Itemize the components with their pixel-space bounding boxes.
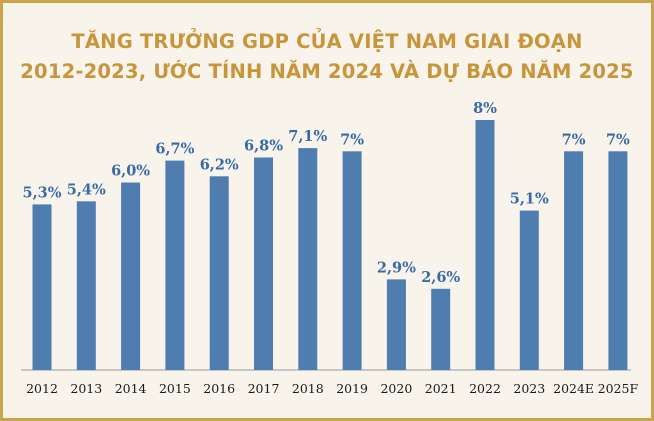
data-label-2017: 6,8% bbox=[244, 138, 283, 155]
bar-2022 bbox=[475, 120, 495, 370]
x-tick-label-2023: 2023 bbox=[513, 381, 545, 396]
x-tick-label-2020: 2020 bbox=[380, 381, 412, 396]
x-tick-label-2017: 2017 bbox=[248, 381, 280, 396]
data-label-2020: 2,9% bbox=[377, 259, 416, 276]
data-label-2018: 7,1% bbox=[288, 128, 327, 145]
data-label-2023: 5,1% bbox=[510, 191, 549, 208]
bar-2023 bbox=[519, 210, 539, 370]
x-tick-label-2015: 2015 bbox=[159, 381, 191, 396]
data-label-2012: 5,3% bbox=[22, 184, 61, 201]
x-tick-label-2014: 2014 bbox=[115, 381, 147, 396]
bar-2018 bbox=[298, 148, 318, 370]
x-tick-label-2025F: 2025F bbox=[598, 381, 639, 396]
bar-2017 bbox=[254, 157, 273, 370]
chart-title-line-2: 2012-2023, ƯỚC TÍNH NĂM 2024 VÀ DỰ BÁO N… bbox=[20, 60, 634, 83]
bar-2024E bbox=[564, 151, 584, 371]
x-tick-label-2013: 2013 bbox=[70, 381, 102, 396]
bar-2014 bbox=[121, 182, 141, 370]
data-label-2016: 6,2% bbox=[200, 156, 239, 173]
bar-2025F bbox=[608, 151, 628, 371]
x-tick-label-2018: 2018 bbox=[292, 381, 324, 396]
data-label-2014: 6,0% bbox=[111, 163, 150, 180]
x-tick-label-2021: 2021 bbox=[425, 381, 457, 396]
data-label-2025F: 7% bbox=[606, 131, 630, 148]
data-label-2022: 8% bbox=[473, 100, 497, 117]
bar-2013 bbox=[76, 201, 96, 371]
chart-title-line-1: TĂNG TRƯỞNG GDP CỦA VIỆT NAM GIAI ĐOẠN bbox=[71, 30, 583, 53]
x-tick-label-2012: 2012 bbox=[26, 381, 58, 396]
bar-2020 bbox=[386, 279, 406, 370]
x-tick-label-2024E: 2024E bbox=[553, 381, 594, 396]
data-label-2024E: 7% bbox=[562, 131, 586, 148]
data-label-2021: 2,6% bbox=[421, 269, 460, 286]
bar-2015 bbox=[165, 160, 185, 370]
bar-2021 bbox=[431, 288, 451, 371]
bar-2012 bbox=[32, 204, 52, 370]
data-label-2015: 6,7% bbox=[155, 141, 194, 158]
x-tick-label-2016: 2016 bbox=[203, 381, 235, 396]
data-label-2013: 5,4% bbox=[67, 181, 106, 198]
bar-2016 bbox=[209, 176, 229, 371]
bar-2019 bbox=[342, 151, 362, 371]
x-tick-label-2019: 2019 bbox=[336, 381, 368, 396]
x-tick-label-2022: 2022 bbox=[469, 381, 501, 396]
data-label-2019: 7% bbox=[340, 131, 364, 148]
